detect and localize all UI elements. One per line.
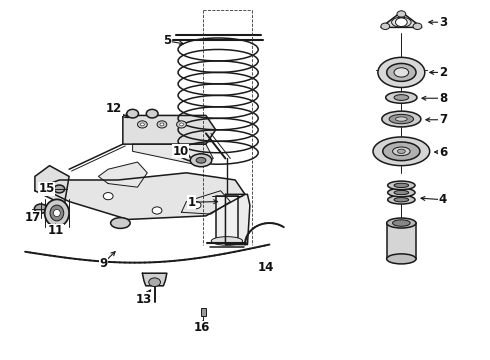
Ellipse shape [378,57,425,87]
Circle shape [160,123,164,126]
Bar [387,223,416,259]
Polygon shape [123,116,216,144]
Polygon shape [181,191,230,214]
Text: 2: 2 [439,66,447,79]
Circle shape [413,23,422,30]
Ellipse shape [392,147,410,156]
Circle shape [149,278,160,287]
Ellipse shape [388,188,415,197]
Ellipse shape [387,63,416,81]
Text: 14: 14 [257,261,274,274]
Ellipse shape [383,142,420,161]
Circle shape [34,204,47,213]
Bar [216,196,238,241]
Text: 13: 13 [135,293,151,306]
Circle shape [147,109,158,118]
Circle shape [103,193,113,200]
Circle shape [152,207,162,214]
Text: 4: 4 [439,193,447,206]
Polygon shape [143,273,167,286]
Ellipse shape [196,157,206,163]
Text: 15: 15 [38,183,55,195]
Ellipse shape [45,199,69,226]
Text: 17: 17 [24,211,41,224]
Ellipse shape [388,181,415,190]
Ellipse shape [394,183,409,188]
Bar [200,308,206,316]
Ellipse shape [394,198,409,202]
Circle shape [381,23,390,30]
Polygon shape [98,162,147,187]
Text: 3: 3 [439,16,447,29]
Ellipse shape [53,210,60,217]
Circle shape [141,123,145,126]
Text: 6: 6 [439,145,447,158]
Ellipse shape [394,190,409,195]
Polygon shape [133,144,213,166]
Polygon shape [35,166,69,205]
Circle shape [179,123,183,126]
Text: 16: 16 [194,321,210,334]
Polygon shape [225,194,250,244]
Ellipse shape [190,154,212,167]
Text: 5: 5 [163,34,171,48]
Polygon shape [40,173,245,220]
Ellipse shape [389,114,414,124]
Ellipse shape [392,220,410,226]
Circle shape [191,202,201,209]
Text: 12: 12 [106,103,122,116]
Circle shape [138,121,147,128]
Text: 8: 8 [439,92,447,105]
Circle shape [54,185,65,193]
Polygon shape [381,12,422,27]
Text: 7: 7 [439,113,447,126]
Text: 10: 10 [172,145,189,158]
Ellipse shape [394,95,409,100]
Ellipse shape [387,218,416,228]
Ellipse shape [397,149,405,153]
Ellipse shape [211,237,243,245]
Ellipse shape [394,68,409,77]
Circle shape [176,121,186,128]
Text: 9: 9 [99,257,107,270]
Circle shape [395,18,407,27]
Circle shape [127,109,139,118]
Text: 11: 11 [48,224,64,238]
Circle shape [157,121,167,128]
Ellipse shape [111,218,130,228]
Ellipse shape [382,111,421,127]
Circle shape [397,11,406,17]
Ellipse shape [387,254,416,264]
Ellipse shape [386,92,417,103]
Ellipse shape [388,195,415,204]
Ellipse shape [50,205,64,221]
Ellipse shape [373,137,430,166]
Text: 1: 1 [187,196,196,209]
Ellipse shape [395,117,407,121]
